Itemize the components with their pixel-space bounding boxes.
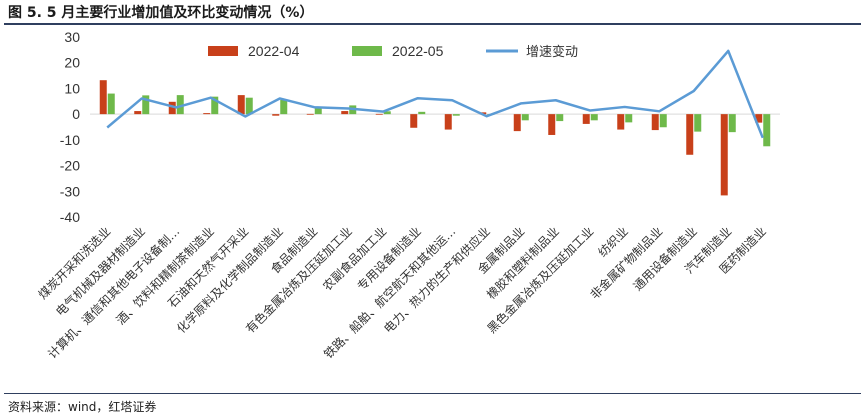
bar-2022-04 [548, 114, 556, 135]
bar-2022-05 [452, 114, 460, 116]
source-rule [4, 393, 861, 394]
bar-2022-05 [728, 114, 736, 133]
legend-swatch [208, 46, 238, 56]
bar-2022-04 [755, 114, 763, 123]
bar-2022-05 [418, 111, 426, 115]
bar-2022-05 [383, 111, 391, 115]
chart-area: -40 -30 -20 -10 0 10 20 30 煤炭开采和洗选业电气机械及器材制造业计算… [36, 29, 780, 362]
x-category-label: 计算机、通信和其他电子设备制… [44, 224, 182, 362]
line-series [106, 49, 764, 139]
bar-2022-04 [617, 114, 625, 130]
y-tick-label: 20 [64, 55, 80, 71]
bar-2022-05 [176, 95, 184, 115]
legend-label: 2022-05 [392, 43, 444, 59]
y-tick-label: 30 [64, 29, 80, 45]
line-增速变动 [106, 49, 764, 139]
bar-2022-05 [245, 97, 253, 115]
bar-2022-05 [211, 96, 219, 115]
y-tick-label: -10 [60, 132, 80, 148]
legend-label: 2022-04 [248, 43, 300, 59]
bar-2022-04 [203, 113, 211, 115]
bar-2022-05 [694, 114, 702, 132]
bar-2022-05 [314, 106, 322, 115]
bar-2022-05 [521, 114, 529, 121]
bar-2022-04 [513, 114, 521, 132]
y-tick-label: 10 [64, 80, 80, 96]
bar-2022-04 [720, 114, 728, 196]
bar-2022-04 [410, 114, 418, 128]
bar-2022-05 [280, 100, 288, 115]
bar-2022-05 [142, 95, 150, 115]
bar-2022-05 [659, 114, 667, 128]
title-rule [4, 23, 861, 25]
bar-2022-04 [134, 111, 142, 115]
source-note: 资料来源：wind，红塔证券 [8, 400, 157, 414]
y-tick-label: -40 [60, 209, 80, 225]
x-axis-labels: 煤炭开采和洗选业电气机械及器材制造业计算机、通信和其他电子设备制…酒、饮料和精制… [36, 224, 769, 362]
bar-2022-05 [590, 114, 598, 121]
bar-2022-05 [556, 114, 564, 122]
bar-2022-05 [107, 93, 115, 115]
bar-2022-04 [237, 95, 245, 115]
bar-2022-04 [272, 114, 280, 116]
y-tick-label: -20 [60, 158, 80, 174]
legend-swatch [352, 46, 382, 56]
bar-2022-05 [763, 114, 771, 147]
bar-2022-04 [582, 114, 590, 124]
y-tick-label: 0 [72, 106, 80, 122]
figure-title: 图 5. 5 月主要行业增加值及环比变动情况（%） [8, 5, 314, 21]
bar-2022-04 [444, 114, 452, 130]
bar-2022-04 [686, 114, 694, 155]
bar-2022-05 [625, 114, 633, 123]
bar-2022-04 [168, 101, 176, 115]
bar-2022-04 [375, 113, 383, 115]
bar-2022-04 [341, 111, 349, 115]
bar-2022-04 [99, 80, 107, 115]
bar-2022-04 [306, 113, 314, 115]
y-tick-label: -30 [60, 183, 80, 199]
bar-series [99, 80, 771, 196]
bar-2022-04 [651, 114, 659, 131]
legend-label: 增速变动 [526, 44, 578, 60]
legend: 2022-04 2022-05 增速变动 [208, 43, 578, 60]
